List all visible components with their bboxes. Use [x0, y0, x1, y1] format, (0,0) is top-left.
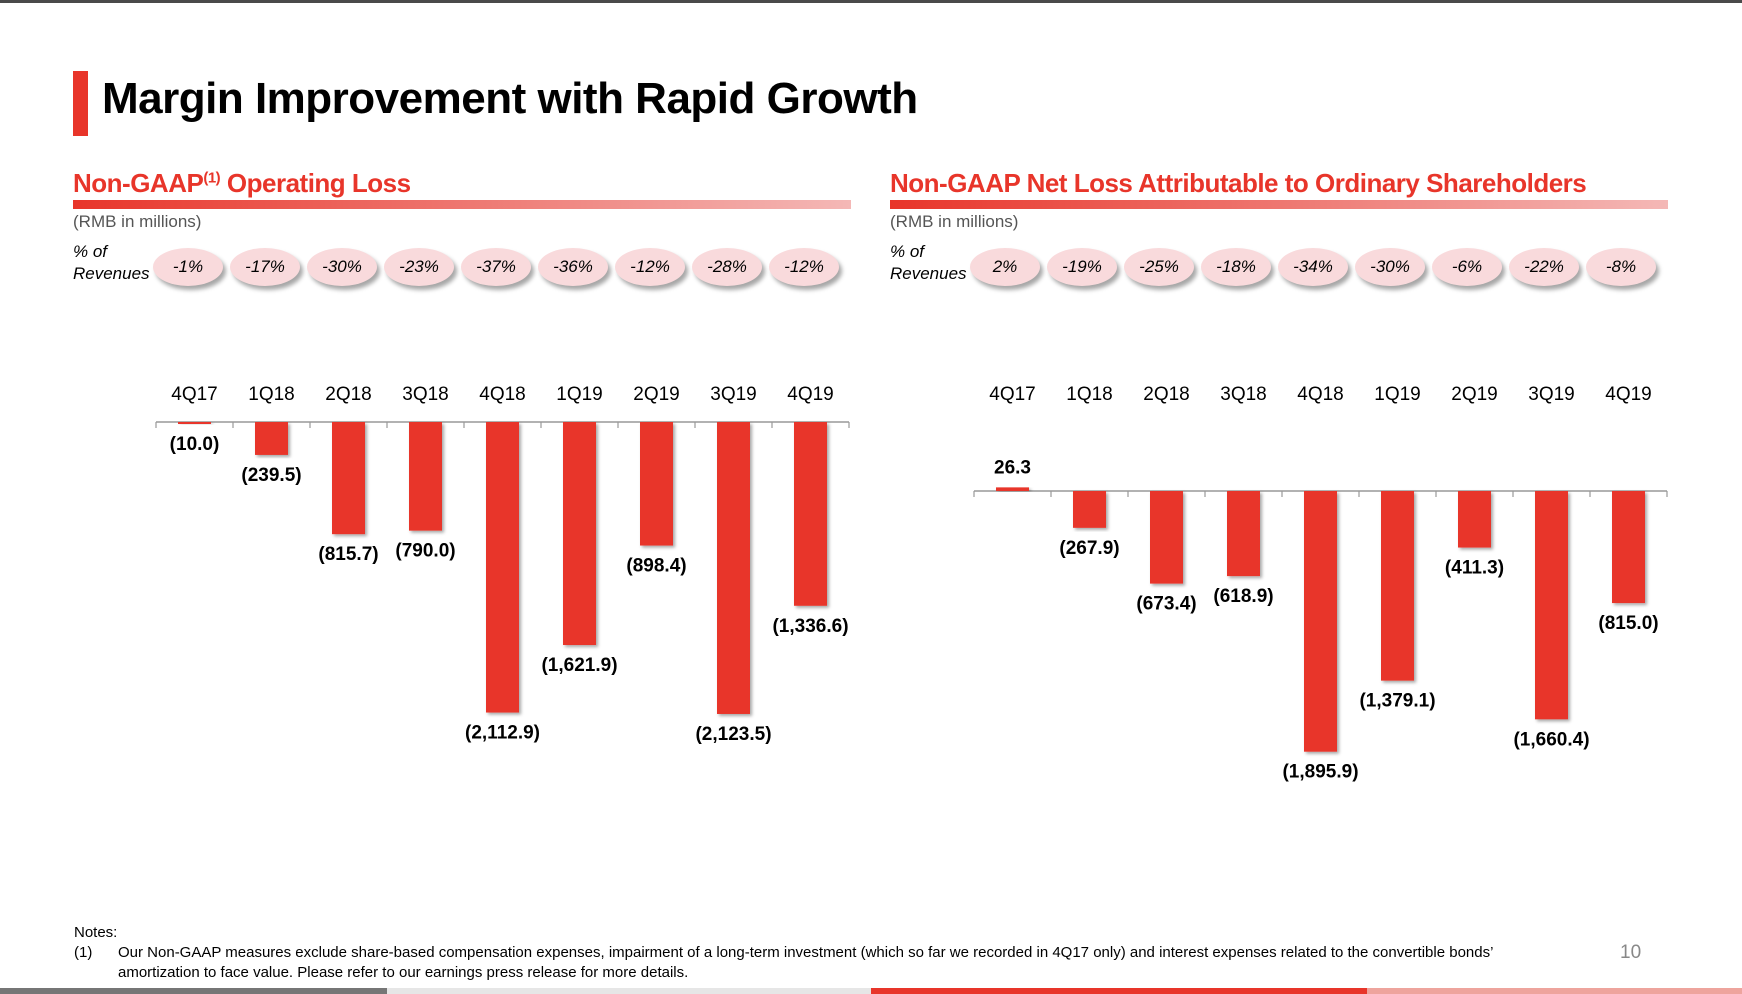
bar [717, 422, 750, 714]
panel-title: Non-GAAP Net Loss Attributable to Ordina… [890, 168, 1587, 198]
data-label: (1,379.1) [1359, 691, 1435, 712]
page-number: 10 [1620, 942, 1642, 963]
category-label: 4Q19 [787, 384, 833, 405]
title-underline [73, 200, 851, 209]
pct-pill: -12% [769, 248, 839, 286]
data-label: (10.0) [170, 434, 220, 455]
data-label: (790.0) [395, 541, 455, 562]
data-label: (411.3) [1445, 558, 1504, 579]
pct-pill: -28% [692, 248, 762, 286]
pct-pill: -19% [1047, 248, 1117, 286]
category-label: 2Q19 [633, 384, 679, 405]
top-border [0, 0, 1742, 3]
pct-pill: -6% [1432, 248, 1502, 286]
pct-pill: -30% [307, 248, 377, 286]
category-label: 2Q18 [325, 384, 371, 405]
data-label: (1,336.6) [772, 616, 848, 637]
slide-title: Margin Improvement with Rapid Growth [102, 74, 918, 123]
pct-pill: -30% [1355, 248, 1425, 286]
category-label: 4Q18 [479, 384, 525, 405]
category-label: 4Q17 [989, 384, 1035, 405]
pct-pill: -34% [1278, 248, 1348, 286]
bar [794, 422, 827, 606]
category-label: 1Q18 [1066, 384, 1112, 405]
pct-of-revenues-label: % of Revenues [890, 242, 967, 283]
bar [1150, 491, 1183, 584]
bar [563, 422, 596, 646]
pct-pill: -36% [538, 248, 608, 286]
notes: Notes: (1) Our Non-GAAP measures exclude… [74, 923, 1568, 983]
footer-bar-red [871, 988, 1367, 994]
notes-heading: Notes: [74, 924, 118, 941]
pct-pill: -18% [1201, 248, 1271, 286]
data-label: (1,621.9) [541, 655, 617, 676]
footer-bar-lightgray [387, 988, 871, 994]
data-label: (1,660.4) [1513, 729, 1589, 750]
pct-pill: 2% [970, 248, 1040, 286]
category-label: 2Q18 [1143, 384, 1189, 405]
data-label: (239.5) [241, 465, 301, 486]
data-label: (815.0) [1598, 613, 1658, 634]
category-label: 3Q18 [402, 384, 448, 405]
panel-title: Non-GAAP(1) Operating Loss [73, 168, 411, 198]
pct-of-revenues-label: % of Revenues [73, 242, 150, 283]
bar [486, 422, 519, 713]
category-label: 3Q19 [710, 384, 756, 405]
title-accent-bar [73, 71, 88, 136]
category-label: 2Q19 [1451, 384, 1497, 405]
bar [1304, 491, 1337, 752]
pct-pill: -12% [615, 248, 685, 286]
category-label: 4Q19 [1605, 384, 1651, 405]
bar [332, 422, 365, 535]
data-label: 26.3 [994, 457, 1031, 478]
footer-bar-pink [1367, 988, 1742, 994]
data-label: (267.9) [1059, 538, 1119, 559]
category-label: 3Q18 [1220, 384, 1266, 405]
bar [1535, 491, 1568, 720]
bar [1227, 491, 1260, 577]
operating-loss-panel: Non-GAAP(1) Operating Loss (RMB in milli… [73, 168, 851, 808]
category-label: 4Q18 [1297, 384, 1343, 405]
note-number: (1) [74, 944, 93, 961]
pct-pill: -25% [1124, 248, 1194, 286]
data-label: (1,895.9) [1282, 762, 1358, 783]
note-text: Our Non-GAAP measures exclude share-base… [118, 944, 1493, 981]
category-label: 4Q17 [171, 384, 217, 405]
category-label: 1Q19 [556, 384, 602, 405]
data-label: (2,112.9) [465, 723, 540, 744]
title-underline [890, 200, 1668, 209]
pct-pill: -37% [461, 248, 531, 286]
pct-pill: -23% [384, 248, 454, 286]
pct-pills: -1% -17% -30% -23% -37% -36% -12% -28% -12% [153, 248, 851, 292]
data-label: (815.7) [318, 544, 378, 565]
category-label: 1Q19 [1374, 384, 1420, 405]
bar [996, 487, 1029, 491]
bar [255, 422, 288, 455]
bar [640, 422, 673, 546]
bar [1458, 491, 1491, 548]
data-label: (2,123.5) [695, 724, 771, 745]
pct-pill: -8% [1586, 248, 1656, 286]
bar [178, 422, 211, 424]
bar [1381, 491, 1414, 681]
data-label: (673.4) [1136, 594, 1196, 615]
pct-pill: -22% [1509, 248, 1579, 286]
data-label: (898.4) [626, 556, 686, 577]
units-label: (RMB in millions) [890, 212, 1019, 231]
bar [1073, 491, 1106, 528]
note-item: (1) Our Non-GAAP measures exclude share-… [74, 943, 1568, 983]
pct-pill: -17% [230, 248, 300, 286]
net-loss-panel: Non-GAAP Net Loss Attributable to Ordina… [890, 168, 1668, 808]
pct-pills: 2% -19% -25% -18% -34% -30% -6% -22% -8% [970, 248, 1668, 292]
category-label: 3Q19 [1528, 384, 1574, 405]
data-label: (618.9) [1213, 586, 1273, 607]
footer-bar-gray [0, 988, 387, 994]
category-label: 1Q18 [248, 384, 294, 405]
units-label: (RMB in millions) [73, 212, 202, 231]
bar [409, 422, 442, 531]
bar [1612, 491, 1645, 604]
pct-pill: -1% [153, 248, 223, 286]
